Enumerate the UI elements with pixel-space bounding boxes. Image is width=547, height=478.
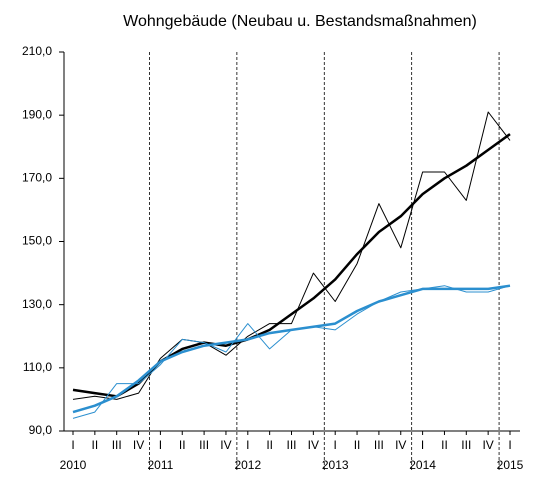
year-label: 2015 bbox=[497, 458, 524, 472]
x-tick-label: I bbox=[508, 438, 511, 452]
x-tick-label: I bbox=[421, 438, 424, 452]
x-tick-label: IV bbox=[133, 438, 144, 452]
series-line bbox=[72, 133, 511, 398]
x-tick-label: II bbox=[92, 438, 99, 452]
x-tick-label: II bbox=[354, 438, 361, 452]
x-tick-label: III bbox=[112, 438, 122, 452]
year-label: 2011 bbox=[147, 458, 173, 472]
x-tick-label: I bbox=[334, 438, 337, 452]
y-tick-label: 190,0 bbox=[22, 107, 52, 121]
series-line bbox=[72, 111, 511, 400]
x-tick-label: III bbox=[374, 438, 384, 452]
x-tick-label: I bbox=[71, 438, 74, 452]
x-tick-label: II bbox=[441, 438, 448, 452]
y-tick-label: 150,0 bbox=[22, 234, 52, 248]
x-tick-label: III bbox=[286, 438, 296, 452]
x-tick-label: II bbox=[179, 438, 186, 452]
x-tick-label: I bbox=[159, 438, 162, 452]
x-tick-label: IV bbox=[308, 438, 319, 452]
y-tick-label: 170,0 bbox=[22, 171, 52, 185]
x-tick-label: IV bbox=[395, 438, 406, 452]
series-line bbox=[72, 284, 511, 414]
y-tick-label: 210,0 bbox=[22, 44, 52, 58]
y-tick-label: 90,0 bbox=[29, 423, 53, 437]
x-tick-label: III bbox=[199, 438, 209, 452]
x-tick-label: I bbox=[246, 438, 249, 452]
x-tick-label: IV bbox=[220, 438, 231, 452]
y-tick-label: 130,0 bbox=[22, 297, 52, 311]
year-label: 2010 bbox=[60, 458, 87, 472]
series-line bbox=[72, 285, 511, 419]
y-tick-label: 110,0 bbox=[23, 360, 52, 374]
year-label: 2013 bbox=[322, 458, 349, 472]
year-label: 2014 bbox=[409, 458, 436, 472]
x-tick-label: III bbox=[461, 438, 471, 452]
chart-title: Wohngebäude (Neubau u. Bestandsmaßnahmen… bbox=[123, 13, 477, 30]
year-label: 2012 bbox=[234, 458, 261, 472]
x-tick-label: IV bbox=[482, 438, 493, 452]
x-tick-label: II bbox=[266, 438, 273, 452]
